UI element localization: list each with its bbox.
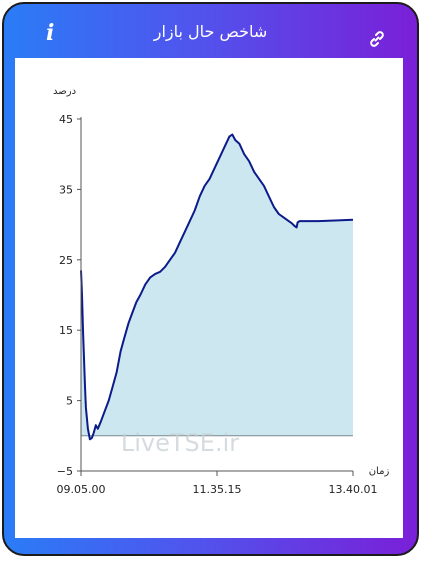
y-axis-label: درصد [53, 86, 76, 97]
x-tick-label: 11.35.15 [193, 483, 242, 496]
series-line [80, 133, 354, 441]
x-tick-label: 13.40.01 [329, 483, 378, 496]
x-axis-label: زمان [369, 466, 390, 477]
card-title: شاخص حال بازار [153, 22, 268, 41]
x-tick-label: 09.05.00 [57, 483, 106, 496]
y-tick-label: 25 [59, 254, 73, 267]
link-icon[interactable] [368, 30, 386, 48]
info-icon[interactable]: i [46, 20, 55, 46]
market-index-card: i شاخص حال بازار 45 35 25 15 5 −5 09.05.00 11.3… [2, 2, 419, 556]
y-tick-label: 45 [59, 113, 73, 126]
market-index-chart: 45 35 25 15 5 −5 09.05.00 11.35.15 13.40.01 درصد… [53, 86, 390, 496]
series-area [81, 134, 353, 440]
card-header: i شاخص حال بازار [4, 4, 417, 58]
chart-panel: 45 35 25 15 5 −5 09.05.00 11.35.15 13.40.01 درصد… [15, 58, 403, 538]
y-tick-label: 35 [59, 183, 73, 196]
y-tick-label: 5 [66, 395, 73, 408]
watermark: LiveTSE.ir [121, 429, 239, 457]
y-tick-label: −5 [57, 465, 73, 478]
y-tick-label: 15 [59, 324, 73, 337]
